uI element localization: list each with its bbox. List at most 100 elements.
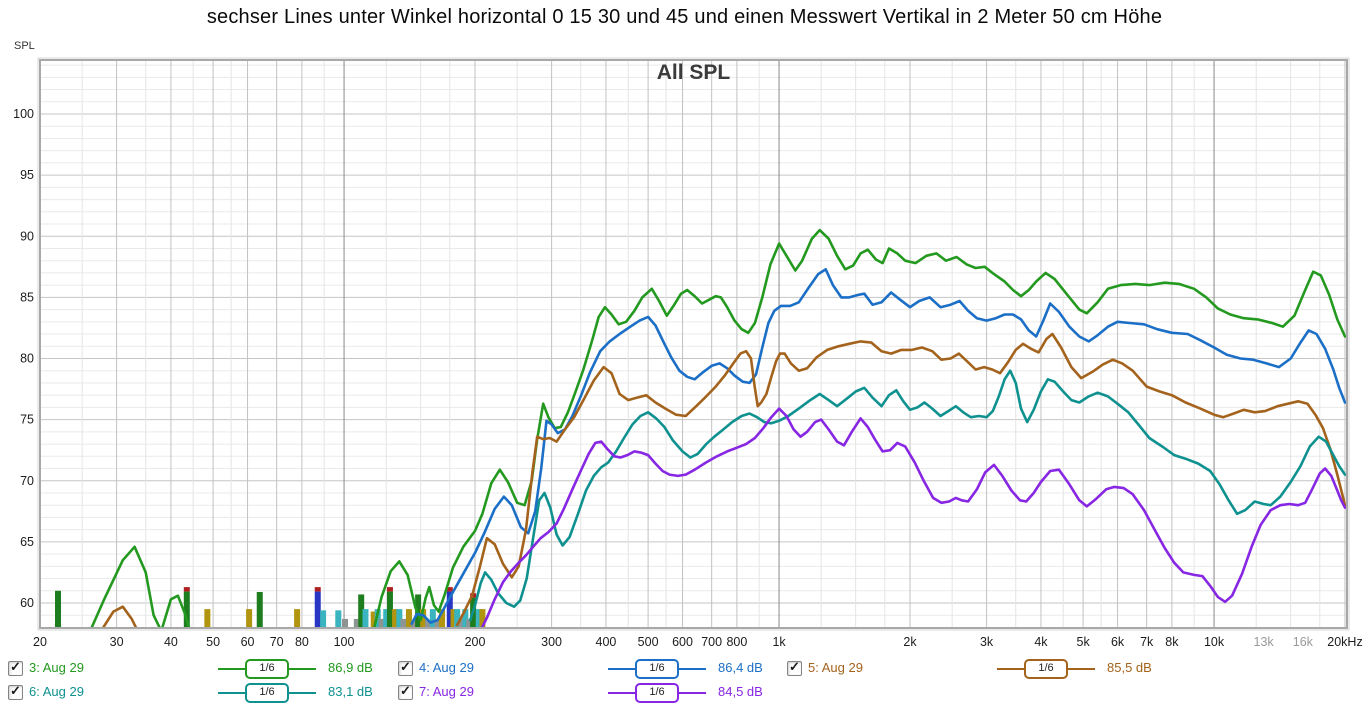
- x-tick-label: 700: [701, 635, 722, 649]
- curve-5-aug-29: [101, 605, 138, 628]
- spectrum-bar: [335, 610, 342, 628]
- spectrum-bar: [446, 591, 453, 628]
- x-tick-label: 60: [241, 635, 255, 649]
- smoothing-badge: 1/6: [1024, 659, 1068, 679]
- x-tick-label: 600: [672, 635, 693, 649]
- legend: 3: Aug 29 1/6 86,9 dB 4: Aug 29 1/6 86,4 dB 5:…: [0, 656, 1369, 708]
- spectrum-bar: [466, 618, 473, 628]
- x-tick-label: 800: [726, 635, 747, 649]
- x-tick-label: 5k: [1077, 635, 1091, 649]
- curve-4-aug-29: [410, 268, 1347, 626]
- measurement-title: sechser Lines unter Winkel horizontal 0 …: [206, 6, 1163, 28]
- x-tick-label: 20kHz: [1327, 635, 1362, 649]
- spectrum-bar: [429, 609, 436, 628]
- trace-checkbox[interactable]: [398, 659, 413, 676]
- legend-entry: 5: Aug 29 1/6 85,5 dB: [787, 659, 1167, 679]
- spectrum-bar: [314, 591, 321, 628]
- legend-entry: 3: Aug 29 1/6 86,9 dB: [8, 659, 388, 679]
- x-tick-label: 1k: [772, 635, 786, 649]
- curve-7-aug-29: [480, 407, 1347, 628]
- trace-name[interactable]: 7: Aug 29: [419, 684, 474, 699]
- spectrum-bar: [420, 609, 427, 628]
- spectrum-bar: [183, 591, 190, 628]
- spectrum-bar: [434, 618, 441, 628]
- spectrum-bar: [405, 609, 412, 628]
- legend-entry: 4: Aug 29 1/6 86,4 dB: [398, 659, 778, 679]
- spectrum-bar: [353, 618, 360, 628]
- spectrum-bar: [341, 618, 348, 628]
- spectrum-bar-cap: [314, 587, 321, 592]
- y-tick-label: 75: [20, 413, 34, 427]
- y-tick-label: 95: [20, 168, 34, 182]
- spectrum-bar: [246, 609, 253, 628]
- spectrum-bar: [256, 591, 263, 628]
- curve-3-aug-29: [90, 545, 191, 628]
- x-tick-label: 10k: [1204, 635, 1225, 649]
- curve-5-aug-29: [455, 332, 1347, 627]
- grid: [40, 60, 1347, 628]
- y-tick-label: 90: [20, 229, 34, 243]
- spectrum-bar: [454, 609, 461, 628]
- spectrum-bar-cap: [446, 587, 453, 592]
- x-tick-label: 16k: [1293, 635, 1314, 649]
- y-tick-label: 65: [20, 535, 34, 549]
- smoothing-badge: 1/6: [635, 683, 679, 703]
- x-axis-labels: 20 30 40 50 60 70 80 100 200 300 400 500 600 700 800 1k…: [33, 635, 1363, 649]
- y-tick-label: 100: [13, 107, 34, 121]
- y-tick-label: 60: [20, 596, 34, 610]
- trace-name[interactable]: 5: Aug 29: [808, 660, 863, 675]
- spectrum-bar: [458, 618, 465, 628]
- spectrum-bar: [392, 609, 399, 628]
- spectrum-bar: [378, 618, 385, 628]
- spectrum-bar-cap: [386, 587, 393, 592]
- spectrum-bar: [450, 609, 457, 628]
- spectrum-bar: [396, 609, 403, 628]
- curve-3-aug-29: [372, 228, 1347, 628]
- trace-checkbox[interactable]: [787, 659, 802, 676]
- spectrum-bar: [55, 590, 62, 628]
- spectrum-bar: [362, 609, 369, 628]
- trace-checkbox[interactable]: [8, 659, 23, 676]
- x-tick-label: 4k: [1034, 635, 1048, 649]
- y-axis-labels: 100 95 90 85 80 75 70 65 60: [13, 107, 34, 610]
- x-tick-label: 6k: [1111, 635, 1125, 649]
- trace-checkbox[interactable]: [398, 683, 413, 700]
- x-tick-label: 20: [33, 635, 47, 649]
- spectrum-bar-cap: [183, 587, 190, 592]
- trace-avg-level: 85,5 dB: [1107, 660, 1152, 675]
- x-tick-label: 40: [164, 635, 178, 649]
- x-tick-label: 50: [206, 635, 220, 649]
- y-tick-label: 85: [20, 290, 34, 304]
- spectrum-bar: [425, 620, 432, 628]
- x-tick-label: 3k: [980, 635, 994, 649]
- spectrum-bar: [358, 594, 365, 628]
- trace-avg-level: 86,4 dB: [718, 660, 763, 675]
- x-tick-label: 70: [270, 635, 284, 649]
- spectrum-bar: [439, 609, 446, 628]
- x-tick-label: 13k: [1254, 635, 1275, 649]
- smoothing-badge: 1/6: [635, 659, 679, 679]
- x-tick-label: 80: [295, 635, 309, 649]
- y-tick-label: 70: [20, 474, 34, 488]
- trace-name[interactable]: 6: Aug 29: [29, 684, 84, 699]
- x-tick-label: 500: [638, 635, 659, 649]
- spectrum-bar: [294, 609, 301, 628]
- spectrum-bar: [462, 609, 469, 628]
- y-tick-label: 80: [20, 352, 34, 366]
- trace-name[interactable]: 4: Aug 29: [419, 660, 474, 675]
- spectrum-bar: [475, 609, 482, 628]
- spectrum-bar: [479, 609, 486, 628]
- spectrum-bar: [320, 610, 327, 628]
- trace-avg-level: 86,9 dB: [328, 660, 373, 675]
- x-tick-label: 7k: [1140, 635, 1154, 649]
- trace-name[interactable]: 3: Aug 29: [29, 660, 84, 675]
- trace-checkbox[interactable]: [8, 683, 23, 700]
- legend-entry: 7: Aug 29 1/6 84,5 dB: [398, 683, 778, 703]
- spectrum-bar: [386, 591, 393, 628]
- x-tick-label: 200: [465, 635, 486, 649]
- spectrum-bar: [204, 609, 211, 628]
- x-tick-label: 2k: [903, 635, 917, 649]
- x-tick-label: 100: [334, 635, 355, 649]
